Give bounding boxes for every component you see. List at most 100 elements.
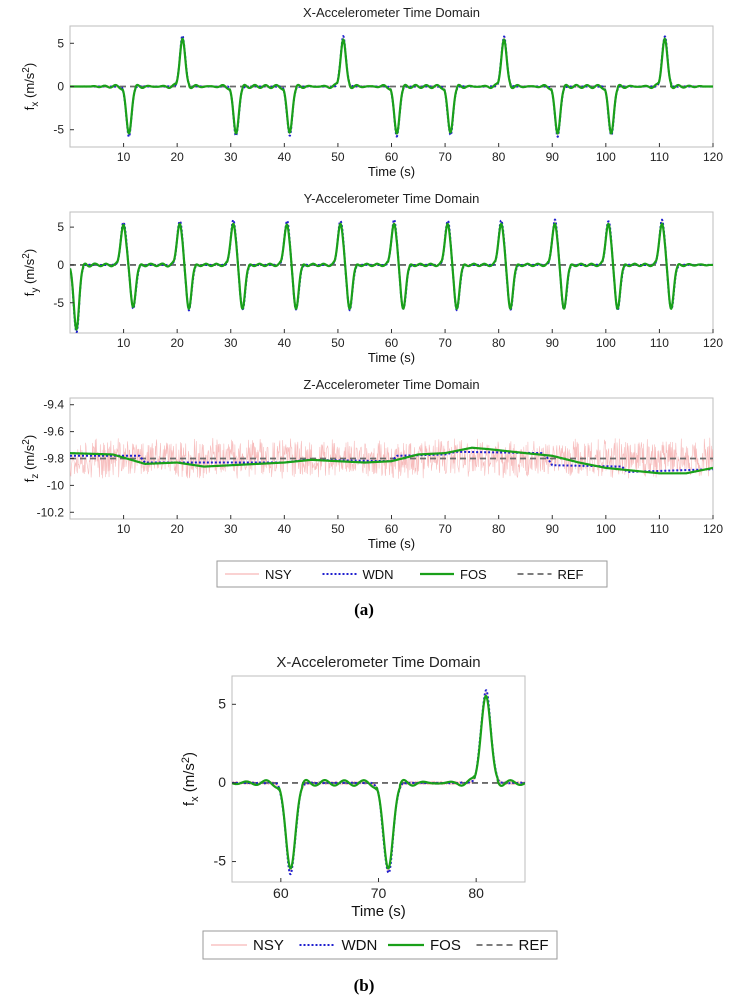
y-label-main: f bbox=[22, 478, 37, 482]
y-tick-label: 5 bbox=[57, 36, 64, 50]
y-tick-label: 0 bbox=[218, 774, 226, 790]
x-tick-label: 110 bbox=[650, 336, 669, 350]
y-axis-label: fy (m/s2) bbox=[21, 249, 41, 296]
y-tick-label: -10.2 bbox=[37, 505, 65, 519]
z-accel-chart: Z-Accelerometer Time Domain 10 20 30 40 50 60 7… bbox=[21, 377, 723, 551]
y-label-main: f bbox=[22, 106, 37, 110]
y-axis-label: fx (m/s2) bbox=[180, 752, 201, 806]
x-tick-label: 120 bbox=[703, 150, 723, 164]
x-tick-label: 80 bbox=[468, 885, 484, 901]
series-fos-line bbox=[70, 222, 713, 331]
y-tick-label: 0 bbox=[57, 258, 64, 272]
y-label-sup: 2 bbox=[21, 253, 32, 259]
y-label-sub: z bbox=[30, 474, 41, 479]
legend-label-wdn: WDN bbox=[342, 937, 378, 954]
x-tick-label: 30 bbox=[224, 336, 238, 350]
chart-title: Y-Accelerometer Time Domain bbox=[304, 191, 480, 206]
chart-title: X-Accelerometer Time Domain bbox=[276, 654, 480, 671]
x-tick-label: 90 bbox=[546, 336, 560, 350]
y-tick-label: 0 bbox=[57, 80, 64, 94]
legend-b: NSY WDN FOS REF bbox=[202, 930, 558, 960]
y-label-unit: (m/s bbox=[181, 763, 198, 796]
y-label-sub: x bbox=[189, 796, 201, 802]
x-tick-label: 10 bbox=[117, 336, 131, 350]
y-label-unit: (m/s bbox=[22, 258, 37, 287]
y-tick-label: -5 bbox=[53, 123, 64, 137]
legend-label-ref: REF bbox=[519, 937, 549, 954]
y-label-unit-close: ) bbox=[181, 752, 198, 757]
y-tick-label: -10 bbox=[47, 478, 65, 492]
legend-label-wdn: WDN bbox=[363, 567, 394, 582]
x-axis-label: Time (s) bbox=[351, 903, 405, 920]
x-tick-label: 80 bbox=[492, 150, 506, 164]
y-axis-label: fz (m/s2) bbox=[21, 435, 41, 482]
x-tick-label: 70 bbox=[438, 522, 452, 536]
chart-title: X-Accelerometer Time Domain bbox=[303, 5, 480, 20]
caption-a: (a) bbox=[354, 600, 374, 619]
y-label-sup: 2 bbox=[21, 439, 32, 445]
x-tick-label: 10 bbox=[117, 522, 131, 536]
legend-a: NSY WDN FOS REF bbox=[216, 560, 608, 588]
series-fos-line bbox=[70, 446, 713, 475]
y-label-unit-close: ) bbox=[22, 63, 37, 67]
x-tick-label: 110 bbox=[650, 150, 669, 164]
x-tick-label: 40 bbox=[278, 150, 292, 164]
series-fos-line bbox=[232, 694, 525, 870]
x-tick-label: 30 bbox=[224, 522, 238, 536]
y-label-unit: (m/s bbox=[22, 72, 37, 101]
x-tick-label: 70 bbox=[438, 336, 452, 350]
x-tick-label: 60 bbox=[385, 522, 399, 536]
y-tick-label: -5 bbox=[214, 853, 227, 869]
x-tick-label: 80 bbox=[492, 336, 506, 350]
chart-title: Z-Accelerometer Time Domain bbox=[303, 377, 479, 392]
y-axis-label: fx (m/s2) bbox=[21, 63, 41, 110]
y-tick-label: -9.6 bbox=[43, 425, 64, 439]
legend-label-ref: REF bbox=[558, 567, 584, 582]
y-tick-label: -9.4 bbox=[43, 398, 64, 412]
x-tick-label: 100 bbox=[596, 336, 616, 350]
plot-area bbox=[232, 689, 525, 876]
x-tick-label: 20 bbox=[170, 336, 184, 350]
plot-area bbox=[70, 437, 713, 479]
y-label-main: f bbox=[22, 292, 37, 296]
series-fos-line bbox=[70, 37, 713, 135]
x-tick-label: 60 bbox=[385, 336, 399, 350]
y-label-main: f bbox=[181, 801, 198, 806]
legend-label-nsy: NSY bbox=[265, 567, 292, 582]
x-tick-label: 10 bbox=[117, 150, 131, 164]
x-tick-label: 20 bbox=[170, 522, 184, 536]
y-tick-label: -9.8 bbox=[43, 452, 64, 466]
legend-label-fos: FOS bbox=[460, 567, 487, 582]
y-tick-label: 5 bbox=[57, 220, 64, 234]
y-tick-label: -5 bbox=[53, 296, 64, 310]
y-label-unit-close: ) bbox=[22, 435, 37, 439]
x-axis-label: Time (s) bbox=[368, 350, 415, 365]
x-tick-label: 20 bbox=[170, 150, 184, 164]
y-label-sub: y bbox=[30, 288, 41, 293]
x-accel-zoom-chart: X-Accelerometer Time Domain 60 70 80 -5 0 5 Tim… bbox=[180, 654, 526, 920]
x-tick-label: 50 bbox=[331, 522, 345, 536]
y-tick-label: 5 bbox=[218, 695, 226, 711]
legend-label-fos: FOS bbox=[430, 937, 461, 954]
series-nsy-line bbox=[70, 437, 713, 479]
y-label-unit-close: ) bbox=[22, 249, 37, 253]
x-tick-label: 60 bbox=[273, 885, 289, 901]
y-label-sup: 2 bbox=[180, 757, 192, 763]
x-tick-label: 40 bbox=[278, 336, 292, 350]
x-tick-label: 100 bbox=[596, 522, 616, 536]
plot-area bbox=[70, 34, 713, 138]
y-label-sub: x bbox=[30, 102, 41, 107]
x-tick-label: 90 bbox=[546, 150, 560, 164]
x-tick-label: 120 bbox=[703, 522, 723, 536]
x-tick-label: 90 bbox=[546, 522, 560, 536]
x-tick-label: 70 bbox=[438, 150, 452, 164]
x-axis-label: Time (s) bbox=[368, 536, 415, 551]
legend-label-nsy: NSY bbox=[253, 937, 284, 954]
x-tick-label: 30 bbox=[224, 150, 238, 164]
x-tick-label: 80 bbox=[492, 522, 506, 536]
x-tick-label: 70 bbox=[371, 885, 387, 901]
x-tick-label: 40 bbox=[278, 522, 292, 536]
